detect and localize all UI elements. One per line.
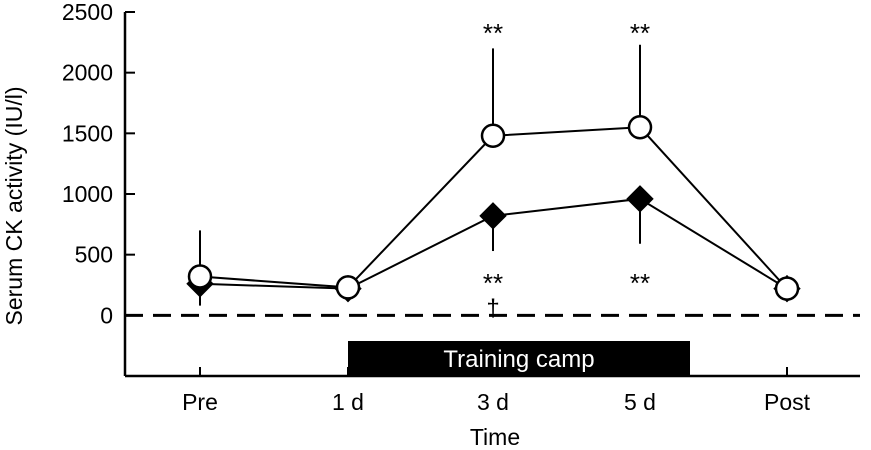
y-axis-label: Serum CK activity (IU/l) bbox=[1, 87, 27, 326]
y-tick-label: 2500 bbox=[62, 0, 113, 25]
x-tick-label: 1 d bbox=[332, 389, 364, 415]
y-tick-label: 500 bbox=[75, 242, 113, 268]
circle-point bbox=[187, 264, 213, 289]
y-tick-label: 0 bbox=[100, 302, 113, 328]
training-camp-period: Training camp bbox=[348, 341, 690, 376]
significance-dagger: † bbox=[486, 295, 499, 322]
x-axis-label: Time bbox=[470, 424, 520, 450]
circle-point bbox=[627, 115, 653, 140]
diamond-point bbox=[626, 185, 654, 213]
diamond-point bbox=[479, 202, 507, 230]
series-layer bbox=[186, 44, 801, 306]
x-tick-label: Post bbox=[764, 389, 811, 415]
x-tick-label: 5 d bbox=[624, 389, 656, 415]
significance-asterisks: ** bbox=[483, 18, 503, 48]
y-tick-label: 1500 bbox=[62, 120, 113, 146]
y-tick-label: 1000 bbox=[62, 181, 113, 207]
circle-point bbox=[774, 276, 800, 301]
annotations: ** ****†** bbox=[483, 18, 650, 322]
significance-asterisks: ** bbox=[630, 18, 650, 48]
significance-asterisks: ** bbox=[483, 268, 503, 298]
significance-asterisks: ** bbox=[630, 268, 650, 298]
x-tick-label: 3 d bbox=[477, 389, 509, 415]
y-ticks: 0 500 1000 1500 2000 2500 bbox=[62, 0, 135, 377]
training-camp-bar bbox=[348, 341, 690, 376]
circle-point bbox=[480, 123, 506, 149]
circle-point bbox=[335, 275, 361, 300]
x-tick-label: Pre bbox=[182, 389, 218, 415]
y-tick-label: 2000 bbox=[62, 60, 113, 86]
training-camp-label: Training camp bbox=[443, 346, 594, 373]
